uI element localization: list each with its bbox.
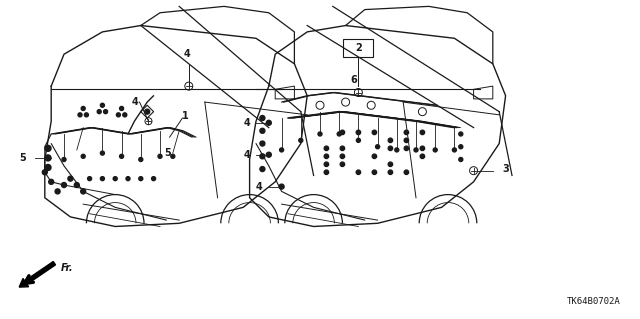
Text: 2: 2 [355, 43, 362, 53]
Text: 5: 5 [164, 148, 172, 158]
Circle shape [152, 177, 156, 181]
Circle shape [299, 138, 303, 142]
Circle shape [372, 154, 376, 159]
Circle shape [372, 130, 376, 135]
Bar [344, 39, 373, 57]
Circle shape [45, 145, 51, 151]
Circle shape [260, 128, 265, 133]
Circle shape [145, 109, 150, 114]
Text: 3: 3 [502, 164, 509, 174]
Circle shape [68, 176, 73, 181]
Circle shape [123, 113, 127, 117]
Circle shape [420, 130, 424, 135]
Circle shape [78, 113, 82, 117]
Text: 4: 4 [243, 118, 250, 128]
Circle shape [388, 170, 392, 174]
Circle shape [414, 148, 418, 152]
Text: Fr.: Fr. [61, 263, 74, 273]
Circle shape [84, 113, 88, 117]
Circle shape [404, 138, 408, 143]
Circle shape [404, 146, 408, 151]
Circle shape [120, 154, 124, 158]
Circle shape [452, 148, 456, 152]
Circle shape [120, 107, 124, 110]
Circle shape [388, 146, 392, 151]
Circle shape [372, 170, 376, 174]
Circle shape [266, 152, 271, 157]
Circle shape [100, 177, 104, 181]
Text: 5: 5 [19, 153, 26, 163]
Circle shape [356, 130, 360, 135]
Circle shape [340, 162, 344, 167]
Circle shape [459, 132, 463, 136]
Text: 4: 4 [256, 182, 263, 192]
Circle shape [158, 154, 162, 158]
Text: 6: 6 [351, 75, 357, 85]
FancyArrow shape [19, 262, 56, 287]
Circle shape [420, 154, 424, 159]
Circle shape [356, 170, 360, 174]
Circle shape [45, 155, 51, 161]
Circle shape [62, 158, 66, 161]
Text: 4: 4 [184, 49, 191, 59]
Circle shape [126, 177, 130, 181]
Circle shape [97, 110, 101, 114]
Circle shape [139, 158, 143, 161]
Text: 4: 4 [243, 150, 250, 160]
Circle shape [61, 182, 67, 188]
Circle shape [42, 170, 47, 175]
Circle shape [324, 154, 328, 159]
Circle shape [340, 146, 344, 151]
Circle shape [395, 148, 399, 152]
Circle shape [260, 115, 265, 121]
Circle shape [356, 138, 360, 142]
Circle shape [337, 132, 341, 136]
Circle shape [74, 182, 79, 188]
Circle shape [81, 189, 86, 194]
Circle shape [49, 179, 54, 184]
Text: TK64B0702A: TK64B0702A [567, 297, 621, 306]
Circle shape [280, 148, 284, 152]
Circle shape [266, 120, 271, 125]
Circle shape [100, 151, 104, 155]
Circle shape [433, 148, 437, 152]
Circle shape [318, 132, 322, 136]
Circle shape [100, 103, 104, 107]
Circle shape [376, 145, 380, 149]
Circle shape [279, 184, 284, 189]
Circle shape [45, 165, 51, 170]
Circle shape [81, 154, 85, 158]
Circle shape [340, 130, 344, 135]
Circle shape [116, 113, 120, 117]
Circle shape [420, 146, 424, 151]
Circle shape [113, 177, 117, 181]
Circle shape [104, 110, 108, 114]
Circle shape [324, 146, 328, 151]
Circle shape [88, 177, 92, 181]
Circle shape [388, 138, 392, 143]
Circle shape [459, 145, 463, 149]
Circle shape [324, 170, 328, 174]
Circle shape [260, 154, 265, 159]
Circle shape [55, 189, 60, 194]
Circle shape [139, 177, 143, 181]
Text: 1: 1 [182, 111, 189, 122]
Circle shape [81, 107, 85, 110]
Text: 4: 4 [132, 97, 139, 107]
Circle shape [171, 154, 175, 158]
Circle shape [340, 154, 344, 159]
Circle shape [388, 162, 392, 167]
Circle shape [324, 162, 328, 167]
Circle shape [404, 130, 408, 135]
Circle shape [260, 167, 265, 172]
Circle shape [260, 141, 265, 146]
Circle shape [459, 158, 463, 161]
Circle shape [404, 170, 408, 174]
